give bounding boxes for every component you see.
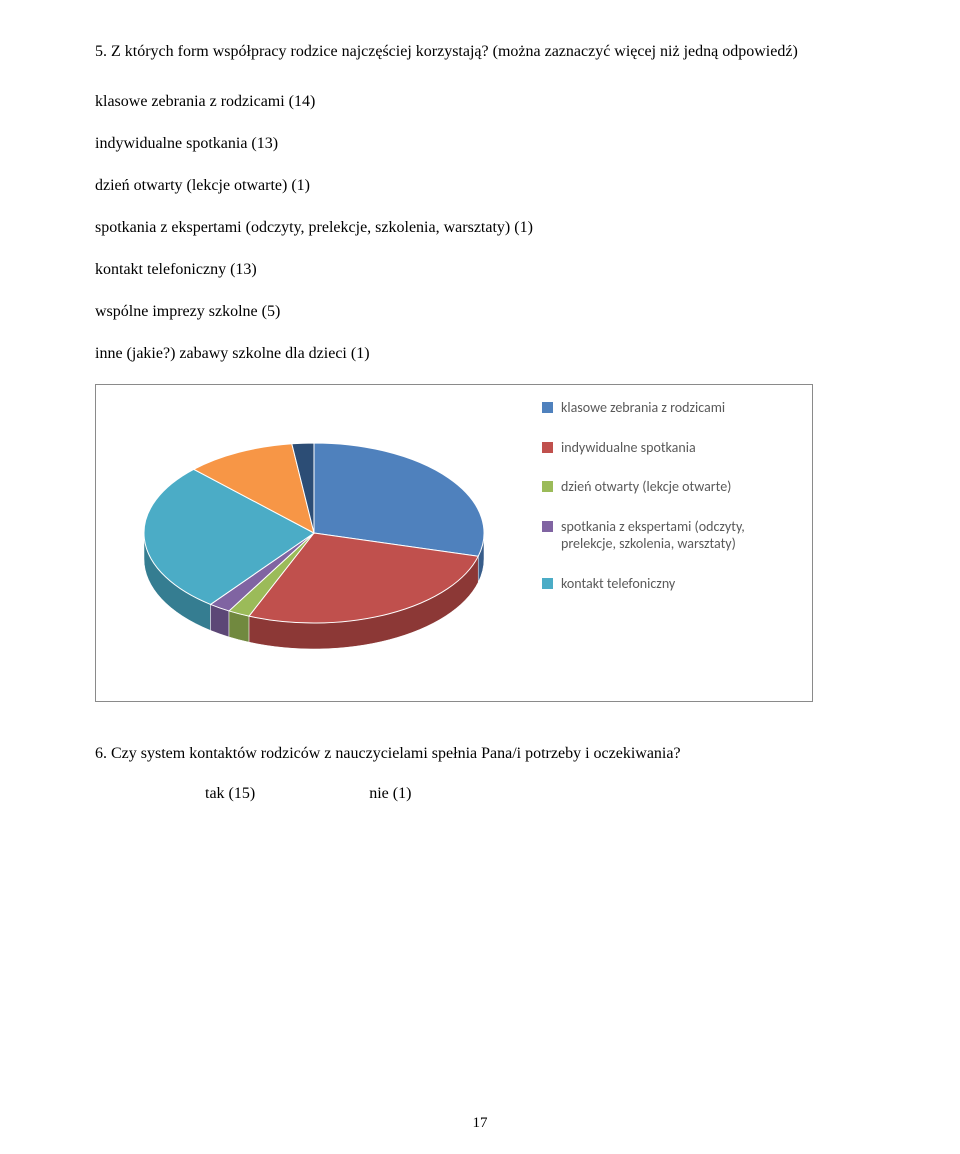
legend-item-4: kontakt telefoniczny (542, 575, 804, 593)
q5-answer-6: inne (jakie?) zabawy szkolne dla dzieci … (95, 342, 865, 366)
legend-label-2: dzień otwarty (lekcje otwarte) (561, 478, 731, 496)
legend-swatch-4 (542, 578, 553, 589)
q5-answer-3: spotkania z ekspertami (odczyty, prelekc… (95, 216, 865, 240)
q6-answers: tak (15) nie (1) (205, 782, 865, 806)
pie-chart-container: klasowe zebrania z rodzicami indywidualn… (95, 384, 813, 702)
legend-label-4: kontakt telefoniczny (561, 575, 675, 593)
q5-answer-1: indywidualne spotkania (13) (95, 132, 865, 156)
legend-label-3: spotkania z ekspertami (odczyty, prelekc… (561, 518, 751, 553)
legend-item-2: dzień otwarty (lekcje otwarte) (542, 478, 804, 496)
legend-label-1: indywidualne spotkania (561, 439, 696, 457)
q5-answer-5: wspólne imprezy szkolne (5) (95, 300, 865, 324)
legend-swatch-3 (542, 521, 553, 532)
chart-legend: klasowe zebrania z rodzicami indywidualn… (542, 393, 804, 614)
legend-swatch-0 (542, 402, 553, 413)
legend-swatch-1 (542, 442, 553, 453)
q5-answer-4: kontakt telefoniczny (13) (95, 258, 865, 282)
legend-item-1: indywidualne spotkania (542, 439, 804, 457)
legend-item-0: klasowe zebrania z rodzicami (542, 399, 804, 417)
legend-label-0: klasowe zebrania z rodzicami (561, 399, 725, 417)
question-6-title: 6. Czy system kontaktów rodziców z naucz… (95, 742, 865, 766)
pie-chart (104, 393, 534, 693)
q6-yes: tak (15) (205, 785, 255, 802)
q5-answer-2: dzień otwarty (lekcje otwarte) (1) (95, 174, 865, 198)
q5-answer-0: klasowe zebrania z rodzicami (14) (95, 90, 865, 114)
page-number: 17 (0, 1112, 960, 1135)
question-5-title: 5. Z których form współpracy rodzice naj… (95, 40, 865, 64)
q6-no: nie (1) (369, 785, 411, 802)
legend-item-3: spotkania z ekspertami (odczyty, prelekc… (542, 518, 804, 553)
legend-swatch-2 (542, 481, 553, 492)
